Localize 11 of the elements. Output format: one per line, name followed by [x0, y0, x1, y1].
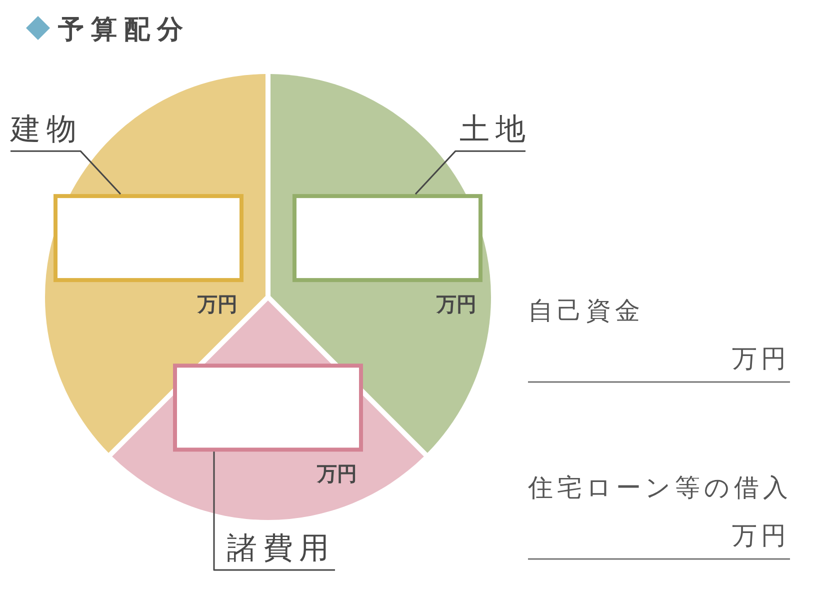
data-label: 万円 — [196, 292, 238, 316]
slice-label: 諸費用 — [227, 531, 335, 566]
text: 住宅ローン等の借入 — [527, 473, 792, 502]
text: 万円 — [732, 344, 790, 373]
text: 万円 — [732, 521, 790, 550]
data-label: 万円 — [316, 462, 357, 486]
slice-label: 土地 — [459, 112, 532, 148]
chart-title: 予算配分 — [57, 15, 190, 45]
text: 自己資金 — [528, 296, 644, 325]
slice-label: 建物 — [10, 112, 83, 148]
data-label: 万円 — [435, 292, 476, 316]
